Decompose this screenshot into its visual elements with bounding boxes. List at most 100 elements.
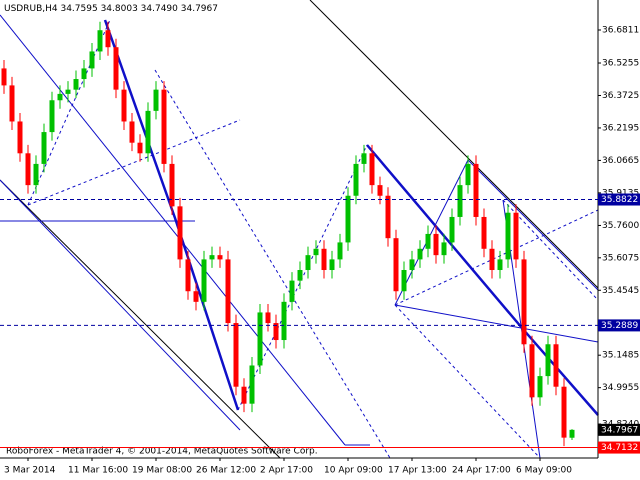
candle-body [425, 233, 431, 249]
y-tick-label: 36.2195 [602, 123, 639, 133]
x-tick-label: 11 Mar 16:00 [68, 466, 128, 476]
y-tick-label: 35.1485 [602, 351, 639, 361]
dashed-line [27, 19, 111, 206]
wave-line [103, 19, 240, 411]
y-tick-label: 36.5255 [602, 59, 639, 69]
candle-body [161, 89, 167, 164]
x-tick-label: 17 Apr 13:00 [388, 466, 447, 476]
candles [1, 21, 575, 447]
current-price-box [598, 423, 640, 436]
x-tick-label: 19 Mar 08:00 [132, 466, 192, 476]
dashed-line [502, 199, 599, 301]
level-box [598, 319, 640, 332]
y-tick-label: 35.7600 [602, 221, 639, 231]
level-label: 35.2889 [601, 321, 638, 331]
candle-body [329, 259, 335, 271]
candle-body [289, 280, 295, 302]
y-tick-label: 36.3725 [602, 91, 639, 101]
candle-body [17, 121, 23, 154]
candle-body [313, 248, 319, 256]
candle-body [97, 30, 103, 52]
ask-label: 34.7132 [601, 443, 638, 453]
candle-body [441, 242, 447, 256]
candle-body [265, 312, 271, 324]
candle-body [209, 255, 215, 260]
candle-body [217, 255, 223, 260]
y-tick-label: 35.9135 [602, 188, 639, 198]
candle-body [377, 185, 383, 196]
trend-line [394, 304, 599, 343]
candle-body [41, 132, 47, 164]
candle-body [233, 323, 239, 387]
candle-body [473, 163, 479, 217]
candle-body [169, 163, 175, 207]
candle-body [457, 185, 463, 217]
trend-line [0, 14, 346, 446]
close: 34.7967 [181, 4, 218, 14]
candle-body [537, 376, 543, 398]
candle-body [185, 259, 191, 292]
channel-line [309, 0, 599, 289]
candle-body [409, 259, 415, 271]
candle-body [553, 344, 559, 387]
candle-body [545, 344, 551, 377]
open: 34.7595 [60, 4, 97, 14]
trend-line [467, 159, 599, 291]
candle-body [273, 323, 279, 341]
y-tick-label: 35.6075 [602, 253, 639, 263]
low: 34.7490 [141, 4, 178, 14]
candle-body [225, 259, 231, 324]
x-tick-label: 24 Apr 17:00 [452, 466, 511, 476]
candle-body [65, 89, 71, 94]
channel-line [0, 179, 281, 459]
level-label: 35.8822 [601, 195, 638, 205]
watermark: RoboForex - MetaTrader 4, © 2001-2014, M… [6, 447, 318, 457]
candle-body [9, 85, 15, 122]
x-tick-label: 2 Apr 17:00 [260, 466, 313, 476]
candle-body [241, 386, 247, 404]
dashed-line [394, 304, 541, 459]
y-tick-label: 36.0665 [602, 156, 639, 166]
symbol: USDRUB,H4 [4, 4, 58, 14]
dashed-line [394, 209, 599, 306]
candle-body [57, 93, 63, 101]
candle-body [281, 301, 287, 341]
y-tick-label: 36.6811 [602, 26, 639, 36]
trend-line [394, 159, 469, 306]
candle-body [529, 344, 535, 398]
high: 34.8003 [101, 4, 138, 14]
current-price-label: 34.7967 [601, 425, 638, 435]
candle-body [25, 153, 31, 186]
candle-body [561, 386, 567, 438]
x-tick-label: 26 Mar 12:00 [196, 466, 256, 476]
candle-body [145, 110, 151, 154]
candle-body [113, 47, 119, 90]
dashed-line [154, 69, 391, 459]
dashed-line [27, 119, 241, 206]
candle-body [153, 89, 159, 111]
candle-body [465, 163, 471, 186]
candle-body [305, 255, 311, 271]
x-tick-label: 6 May 09:00 [516, 466, 572, 476]
candle-body [449, 216, 455, 243]
candle-body [49, 100, 55, 133]
candle-body [257, 312, 263, 366]
candle-body [369, 153, 375, 186]
candle-body [393, 238, 399, 292]
candle-body [177, 206, 183, 260]
candle-body [353, 163, 359, 196]
candle-body [89, 51, 95, 69]
candle-body [121, 89, 127, 122]
candle-body [433, 233, 439, 256]
level-box [598, 193, 640, 206]
candle-body [505, 212, 511, 260]
candle-body [73, 79, 79, 90]
candle-body [297, 270, 303, 281]
y-tick-label: 35.4545 [602, 286, 639, 296]
x-tick-label: 3 Mar 2014 [4, 466, 56, 476]
trend-line [0, 179, 241, 431]
candle-body [321, 248, 327, 271]
candle-body [345, 195, 351, 243]
